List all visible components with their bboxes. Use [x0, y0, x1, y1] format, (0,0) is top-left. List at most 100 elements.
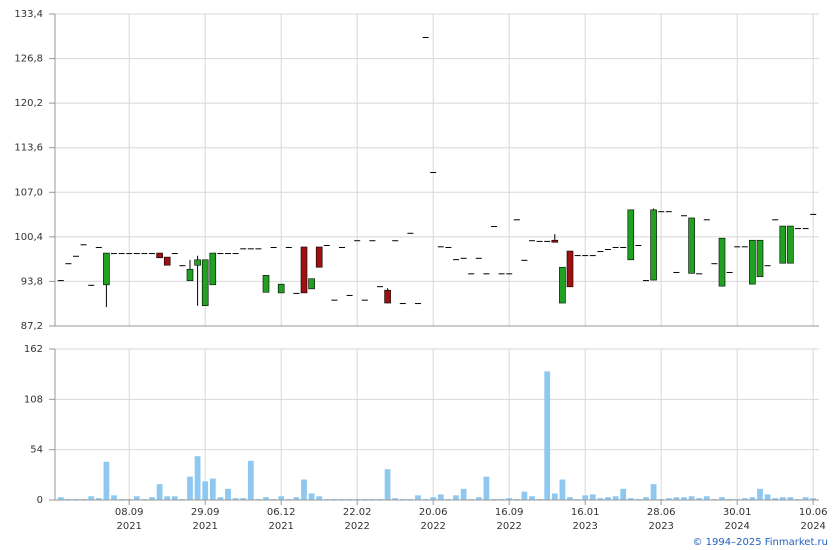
x-tick-label: 28.06 2023: [647, 507, 676, 532]
volume-bar: [506, 498, 513, 500]
volume-bar: [764, 494, 771, 500]
candle-body: [703, 219, 710, 221]
volume-bar: [453, 495, 459, 500]
candle-body: [209, 252, 217, 286]
volume-bar: [620, 488, 627, 500]
volume-bar: [779, 497, 786, 500]
candle-body: [430, 172, 437, 174]
candle-body: [285, 246, 292, 248]
candle-body: [673, 271, 680, 273]
x-tick-label: 20.06 2022: [419, 507, 448, 532]
candle-body: [315, 246, 323, 268]
candle-body: [612, 246, 619, 248]
x-tick-label-line: 22.02: [343, 507, 372, 518]
candle-body: [711, 263, 718, 265]
candle-body: [57, 280, 64, 282]
copyright[interactable]: © 1994–2025 Finmarket.ru: [692, 537, 828, 548]
volume-bar: [225, 488, 231, 500]
candle-body: [277, 283, 285, 294]
candle-body: [126, 253, 133, 255]
volume-bar: [95, 498, 102, 500]
candle-body: [384, 289, 391, 304]
candle-body: [468, 273, 475, 275]
volume-bar: [582, 495, 589, 500]
x-tick-label-line: 06.12: [267, 507, 296, 518]
candle-body: [201, 259, 209, 307]
candle-body: [810, 213, 817, 215]
candle-body: [627, 209, 635, 261]
x-tick-label-line: 08.09: [115, 507, 144, 518]
volume-bar: [240, 498, 247, 500]
volume-bar: [696, 498, 703, 500]
candle-body: [460, 257, 467, 259]
volume-bar: [688, 496, 695, 500]
volume-bar: [88, 496, 95, 500]
volume-bar: [567, 497, 573, 500]
candle-body: [445, 246, 452, 248]
candle-body: [369, 240, 376, 242]
volume-bar: [673, 497, 680, 500]
candle-body: [331, 299, 338, 301]
x-tick-label: 08.09 2021: [115, 507, 144, 532]
volume-bar: [194, 456, 201, 500]
volume-bar: [316, 496, 323, 500]
candle-body: [270, 246, 277, 248]
volume-bar: [749, 497, 756, 500]
candle-body: [521, 259, 528, 261]
y-tick-label: 120,2: [14, 98, 43, 109]
candle-body: [346, 294, 353, 296]
x-tick-label-line: 2024: [724, 521, 749, 532]
volume-bar: [415, 495, 421, 500]
volume-bar: [650, 484, 657, 500]
candle-body: [118, 253, 125, 255]
candle-body: [582, 255, 589, 257]
plot-area: [55, 14, 819, 326]
candle-body: [635, 244, 642, 246]
volume-bar: [149, 497, 155, 500]
volume-bar: [133, 496, 140, 500]
candle-body: [566, 250, 574, 288]
candle-body: [597, 251, 604, 253]
candle-body: [772, 219, 779, 221]
candle-body: [240, 248, 247, 250]
candle-body: [536, 240, 543, 242]
volume-bar: [164, 496, 171, 500]
candle-body: [171, 253, 178, 255]
candle-body: [308, 278, 315, 290]
x-tick-label-line: 28.06: [647, 507, 676, 518]
y-tick-label: 87,2: [21, 321, 43, 332]
x-tick-label: 06.12 2021: [267, 507, 296, 532]
candle-body: [194, 259, 201, 266]
volume-bar: [301, 479, 307, 500]
volume-bar: [293, 497, 300, 500]
volume-bar: [384, 469, 391, 500]
x-tick-label-line: 2023: [572, 521, 597, 532]
candle-body: [149, 253, 155, 255]
candle-body: [293, 292, 300, 294]
x-tick-label-line: 2021: [116, 521, 141, 532]
candle-body: [453, 259, 459, 261]
x-tick-label-line: 2022: [420, 521, 445, 532]
candle-body: [589, 255, 596, 257]
volume-bar: [597, 498, 604, 500]
candle-body: [88, 284, 95, 286]
x-tick-label-line: 2021: [268, 521, 293, 532]
candle-body: [377, 286, 383, 288]
volume-bar: [57, 497, 64, 500]
x-tick-label-line: 2022: [496, 521, 521, 532]
candle-body: [643, 280, 649, 282]
y-tick-label: 113,6: [14, 143, 43, 154]
candle-body: [498, 273, 505, 275]
candle-body: [186, 268, 194, 282]
candle-body: [620, 246, 627, 248]
volume-bar: [187, 476, 193, 500]
volume-bar: [665, 498, 672, 500]
candle-body: [544, 240, 551, 242]
volume-bar: [209, 478, 216, 500]
volume-bar: [741, 498, 748, 500]
volume-bar: [810, 498, 817, 500]
x-tick-label-line: 2023: [648, 521, 673, 532]
x-tick-label-line: 16.09: [495, 507, 524, 518]
candle-body: [300, 246, 308, 294]
